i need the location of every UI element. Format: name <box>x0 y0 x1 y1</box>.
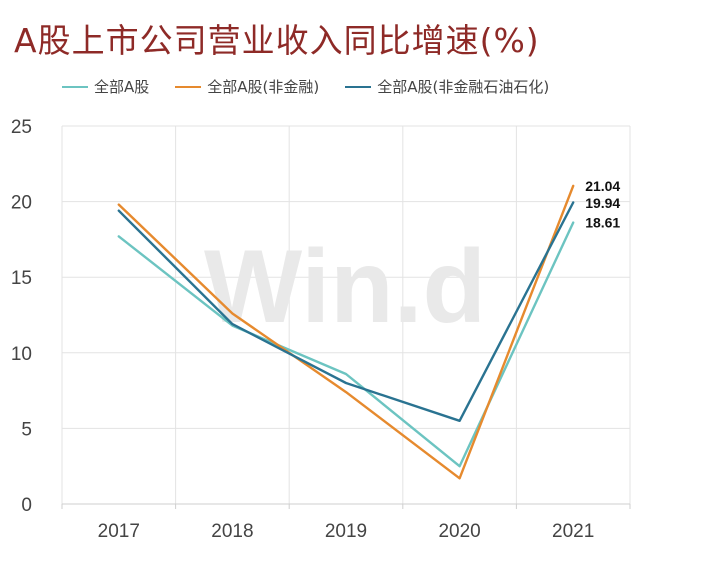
data-point <box>118 209 120 212</box>
data-point <box>572 221 574 224</box>
legend-item-all-a-shares: 全部A股 <box>62 76 149 97</box>
data-point <box>118 235 120 238</box>
data-point <box>458 420 461 422</box>
series-layer <box>117 184 575 480</box>
data-point <box>458 465 461 468</box>
x-tick-label: 2018 <box>211 521 253 542</box>
data-point <box>345 391 347 393</box>
legend-item-non-financial: 全部A股(非金融) <box>175 76 319 97</box>
data-point <box>231 312 234 315</box>
y-tick-label: 25 <box>11 117 32 138</box>
end-value-label: 18.61 <box>585 215 620 231</box>
data-point <box>118 203 120 206</box>
y-tick-label: 10 <box>11 344 32 365</box>
y-tick-label: 15 <box>11 268 32 289</box>
end-value-label: 21.04 <box>585 178 620 194</box>
legend-swatch <box>345 85 372 88</box>
data-point <box>572 185 574 187</box>
legend-label: 全部A股(非金融) <box>207 78 320 96</box>
legend-swatch <box>62 85 88 88</box>
data-point <box>458 477 461 480</box>
legend-item-non-financial-ex-petro: 全部A股(非金融石油石化) <box>345 76 549 97</box>
legend: 全部A股 全部A股(非金融) 全部A股(非金融石油石化) <box>62 76 549 97</box>
end-value-label: 19.94 <box>585 195 620 211</box>
watermark: Win.d <box>204 229 486 345</box>
x-tick-label: 2019 <box>325 521 367 542</box>
y-tick-label: 20 <box>11 193 32 214</box>
data-point <box>345 373 347 375</box>
data-point <box>572 201 574 204</box>
data-point <box>231 323 234 325</box>
x-tick-label: 2021 <box>552 521 594 542</box>
data-point <box>345 382 347 384</box>
chart-title: A股上市公司营业收入同比增速(%) <box>14 21 540 60</box>
x-tick-label: 2020 <box>438 521 480 542</box>
y-tick-label: 0 <box>21 495 32 516</box>
legend-label: 全部A股 <box>94 78 150 96</box>
legend-label: 全部A股(非金融石油石化) <box>377 78 550 96</box>
grid: 25 20 15 10 5 0 2017 2018 2019 2020 2021 <box>11 117 631 542</box>
legend-swatch <box>175 85 202 88</box>
x-tick-label: 2017 <box>98 521 140 542</box>
y-tick-label: 5 <box>21 419 32 440</box>
